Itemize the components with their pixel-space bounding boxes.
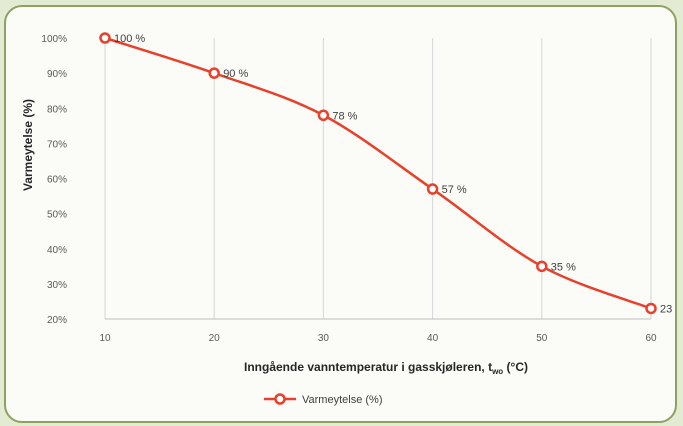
data-label: 90 % (223, 68, 248, 80)
chart-panel: 20% 30% 40% 50% 60% 70% 80% 90% 100% 10 20 30 40 50 6… (4, 5, 677, 423)
data-label: 23 % (660, 303, 677, 315)
x-axis-title-subscript: wo (491, 367, 503, 376)
data-point (208, 67, 220, 79)
y-tick-label: 60% (47, 175, 67, 186)
legend-label: Varmeytelse (%) (302, 394, 382, 406)
legend-marker (274, 393, 286, 405)
data-point (99, 32, 111, 44)
x-tick-label: 30 (318, 333, 330, 344)
x-axis-ticks: 10 20 30 40 50 60 (99, 333, 657, 344)
series-layer (99, 32, 657, 315)
data-point (645, 302, 657, 315)
y-tick-label: 90% (47, 69, 67, 80)
line-chart: 20% 30% 40% 50% 60% 70% 80% 90% 100% 10 20 30 40 50 6… (21, 32, 677, 406)
data-label: 100 % (114, 33, 145, 45)
y-tick-label: 30% (47, 280, 67, 291)
y-tick-label: 20% (47, 315, 67, 326)
x-tick-label: 20 (209, 333, 221, 344)
x-axis-title-unit: (°C) (503, 360, 528, 374)
x-axis-title-main: Inngående vanntemperatur i gasskjøleren,… (244, 360, 492, 374)
x-tick-label: 10 (99, 333, 111, 344)
data-point (536, 260, 548, 273)
x-axis-title: Inngående vanntemperatur i gasskjøleren,… (244, 360, 528, 376)
series-line-0 (104, 36, 652, 310)
data-label: 78 % (332, 110, 357, 122)
data-point (426, 183, 439, 195)
y-tick-label: 50% (47, 210, 67, 221)
legend: Varmeytelse (%) (264, 393, 382, 406)
x-tick-label: 50 (536, 333, 548, 344)
gridlines (104, 38, 652, 320)
data-point (317, 109, 330, 122)
y-tick-label: 100% (41, 34, 67, 45)
data-label: 35 % (551, 261, 576, 273)
y-tick-label: 70% (47, 139, 67, 150)
y-axis-ticks: 20% 30% 40% 50% 60% 70% 80% 90% 100% (41, 34, 67, 326)
y-tick-label: 80% (47, 104, 67, 115)
data-label: 57 % (442, 184, 467, 196)
x-tick-label: 60 (645, 333, 657, 344)
y-tick-label: 40% (47, 245, 67, 256)
y-axis-title: Varmeytelse (%) (21, 99, 35, 191)
x-tick-label: 40 (427, 333, 439, 344)
data-labels: 100 % 90 % 78 % 57 % 35 % 23 % (114, 33, 677, 315)
